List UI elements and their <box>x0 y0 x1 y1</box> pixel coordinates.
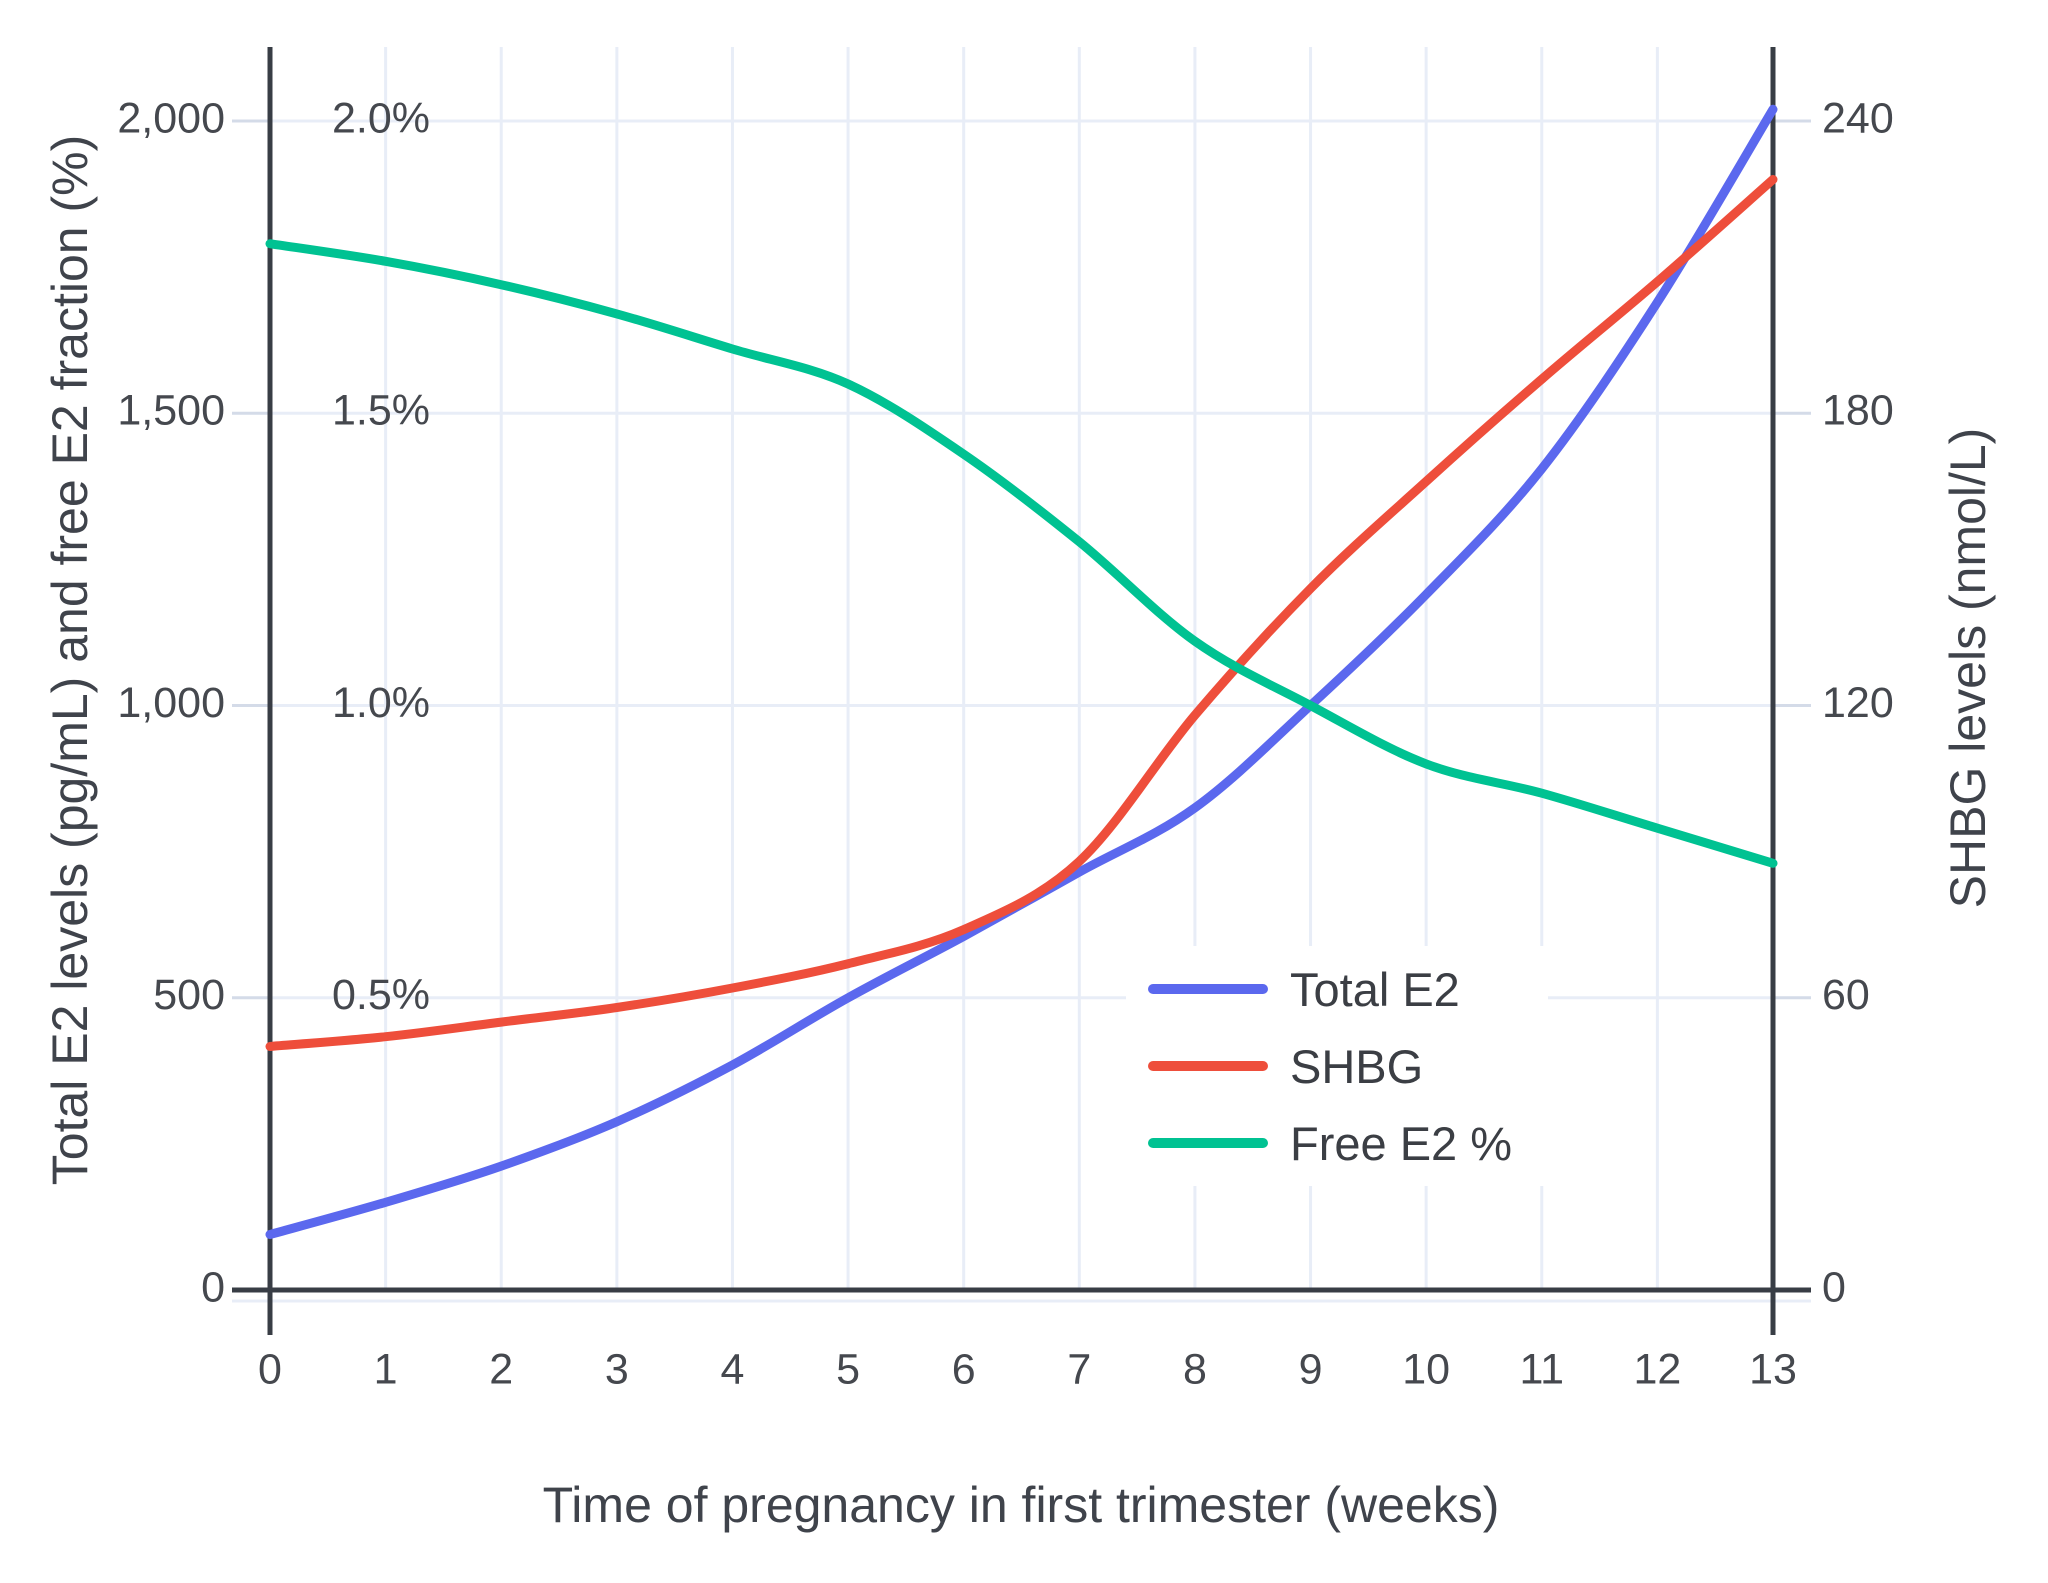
x-tick-label: 5 <box>836 1345 860 1393</box>
percent-annotation: 2.0% <box>332 94 430 142</box>
legend-item-shbg[interactable]: SHBG <box>1148 1033 1548 1099</box>
left-y-tick-label: 1,000 <box>117 679 225 727</box>
legend-label-total-e2: Total E2 <box>1290 962 1460 1016</box>
right-y-tick-label: 120 <box>1822 679 1894 727</box>
right-y-tick-label: 0 <box>1822 1263 1846 1311</box>
x-tick-label: 10 <box>1402 1345 1450 1393</box>
x-tick-label: 9 <box>1299 1345 1323 1393</box>
left-y-tick-label: 1,500 <box>117 387 225 435</box>
free-e2-line-swatch <box>1148 1138 1268 1148</box>
total-e2-line <box>265 104 1778 1239</box>
legend-item-total-e2[interactable]: Total E2 <box>1148 956 1548 1022</box>
x-tick-label: 4 <box>721 1345 745 1393</box>
shbg-line <box>265 175 1778 1051</box>
left-y-tick-label: 500 <box>153 971 225 1019</box>
right-y-tick-label: 180 <box>1822 387 1894 435</box>
x-tick-label: 11 <box>1519 1345 1564 1393</box>
x-tick-label: 7 <box>1067 1345 1091 1393</box>
x-tick-label: 6 <box>952 1345 976 1393</box>
x-tick-label: 2 <box>489 1345 513 1393</box>
x-tick-label: 8 <box>1183 1345 1207 1393</box>
x-tick-label: 3 <box>605 1345 629 1393</box>
right-y-tick-label: 240 <box>1822 94 1894 142</box>
x-tick-label: 0 <box>258 1345 282 1393</box>
legend-item-free-e2[interactable]: Free E2 % <box>1148 1110 1548 1176</box>
x-tick-label: 1 <box>374 1345 398 1393</box>
x-tick-label: 12 <box>1633 1345 1681 1393</box>
free-e2--line <box>265 239 1778 868</box>
right-y-axis-title: SHBG levels (nmol/L) <box>1940 427 1996 909</box>
left-y-tick-label: 2,000 <box>117 94 225 142</box>
percent-annotation: 0.5% <box>332 971 430 1019</box>
legend-label-shbg: SHBG <box>1290 1039 1424 1093</box>
left-y-axis-title: Total E2 levels (pg/mL) and free E2 frac… <box>42 134 98 1186</box>
legend: Total E2 SHBG Free E2 % <box>1126 946 1548 1186</box>
right-y-tick-label: 60 <box>1822 971 1870 1019</box>
x-axis-title: Time of pregnancy in first trimester (we… <box>542 1477 1500 1533</box>
percent-annotation: 1.0% <box>332 679 430 727</box>
total-e2-line-swatch <box>1148 984 1268 994</box>
left-y-tick-label: 0 <box>201 1263 225 1311</box>
percent-annotation: 1.5% <box>332 387 430 435</box>
x-tick-label: 13 <box>1749 1345 1797 1393</box>
shbg-line-swatch <box>1148 1061 1268 1071</box>
legend-label-free-e2: Free E2 % <box>1290 1116 1513 1170</box>
